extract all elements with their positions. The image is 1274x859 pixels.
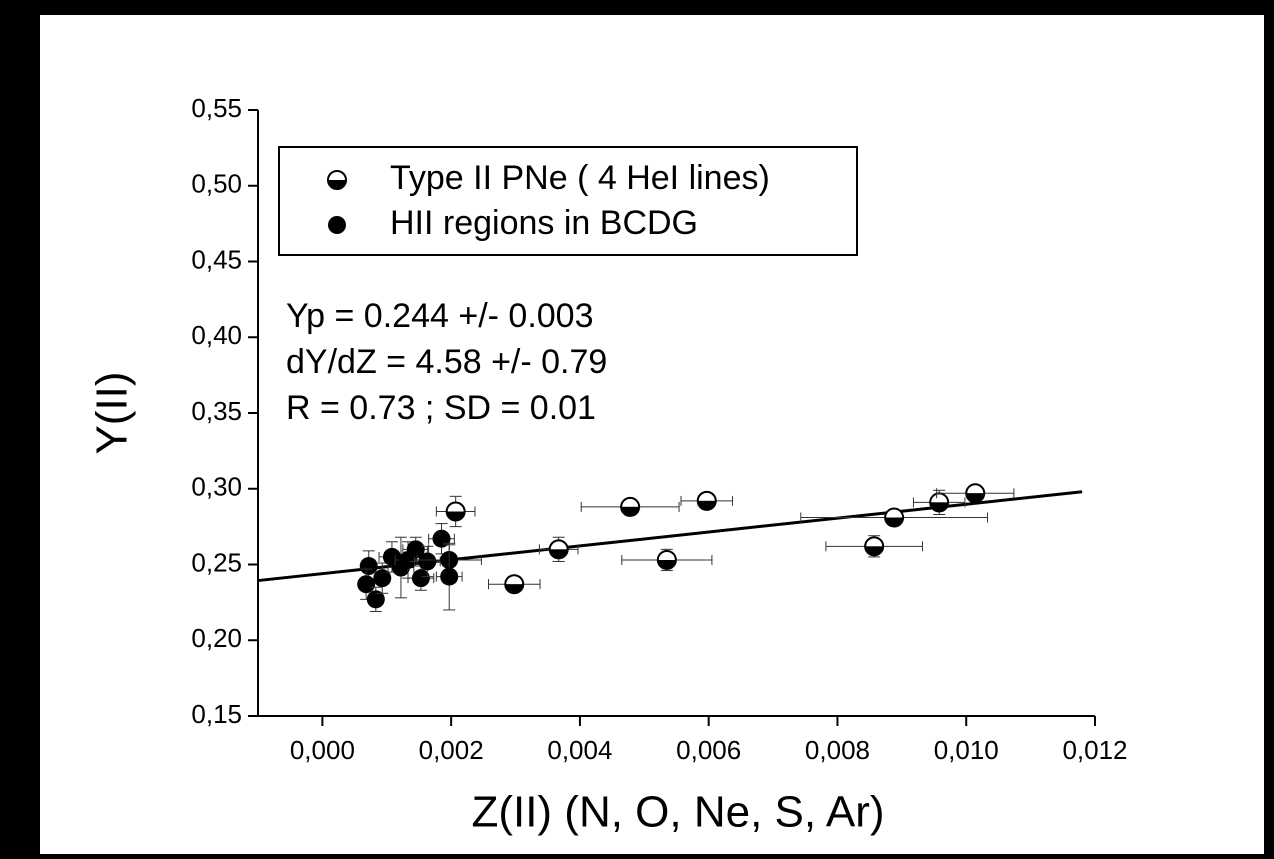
- x-tick-label: 0,012: [1062, 735, 1127, 765]
- x-tick-label: 0,008: [805, 735, 870, 765]
- x-tick-label: 0,002: [419, 735, 484, 765]
- marker-outline: [696, 490, 717, 511]
- marker: [357, 575, 376, 594]
- marker: [359, 557, 378, 576]
- annotation: dY/dZ = 4.58 +/- 0.79: [286, 343, 607, 381]
- marker: [929, 492, 950, 513]
- legend-box: [278, 146, 858, 256]
- x-tick-label: 0,000: [290, 735, 355, 765]
- annotation: R = 0.73 ; SD = 0.01: [286, 389, 596, 427]
- y-tick-label: 0,40: [191, 320, 242, 350]
- marker: [548, 539, 569, 560]
- legend-label: Type II PNe ( 4 HeI lines): [390, 159, 770, 197]
- marker-outline: [548, 539, 569, 560]
- x-tick-label: 0,004: [547, 735, 612, 765]
- marker: [864, 536, 885, 557]
- y-tick-label: 0,35: [191, 396, 242, 426]
- marker: [620, 496, 641, 517]
- y-tick-label: 0,55: [191, 93, 242, 123]
- marker: [418, 552, 437, 571]
- marker-outline: [864, 536, 885, 557]
- annotation: Yp = 0.244 +/- 0.003: [286, 297, 594, 335]
- y-tick-label: 0,30: [191, 472, 242, 502]
- marker: [328, 216, 346, 234]
- marker-outline: [965, 483, 986, 504]
- marker-outline: [884, 507, 905, 528]
- y-tick-label: 0,25: [191, 547, 242, 577]
- marker-outline: [656, 549, 677, 570]
- marker: [373, 569, 392, 588]
- x-tick-label: 0,006: [676, 735, 741, 765]
- marker: [411, 569, 430, 588]
- marker-outline: [327, 170, 347, 190]
- y-tick-label: 0,15: [191, 699, 242, 729]
- y-tick-label: 0,45: [191, 244, 242, 274]
- marker: [656, 549, 677, 570]
- x-axis-title: Z(II) (N, O, Ne, S, Ar): [471, 788, 884, 837]
- marker-outline: [504, 574, 525, 595]
- marker: [965, 483, 986, 504]
- marker: [884, 507, 905, 528]
- marker: [504, 574, 525, 595]
- marker: [445, 501, 466, 522]
- x-tick-label: 0,010: [934, 735, 999, 765]
- y-axis-title: Y(II): [88, 371, 137, 454]
- marker-outline: [445, 501, 466, 522]
- marker: [440, 567, 459, 586]
- y-tick-label: 0,50: [191, 169, 242, 199]
- marker: [327, 170, 347, 190]
- legend-label: HII regions in BCDG: [390, 204, 698, 242]
- marker-outline: [620, 496, 641, 517]
- marker: [696, 490, 717, 511]
- marker: [366, 590, 385, 609]
- marker: [406, 540, 425, 559]
- y-tick-label: 0,20: [191, 623, 242, 653]
